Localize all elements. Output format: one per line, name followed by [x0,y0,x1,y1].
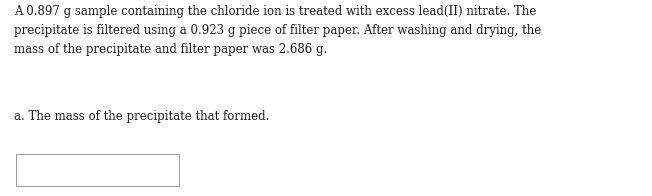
Text: A 0.897 g sample containing the chloride ion is treated with excess lead(II) nit: A 0.897 g sample containing the chloride… [14,5,541,56]
Text: a. The mass of the precipitate that formed.: a. The mass of the precipitate that form… [14,110,269,122]
